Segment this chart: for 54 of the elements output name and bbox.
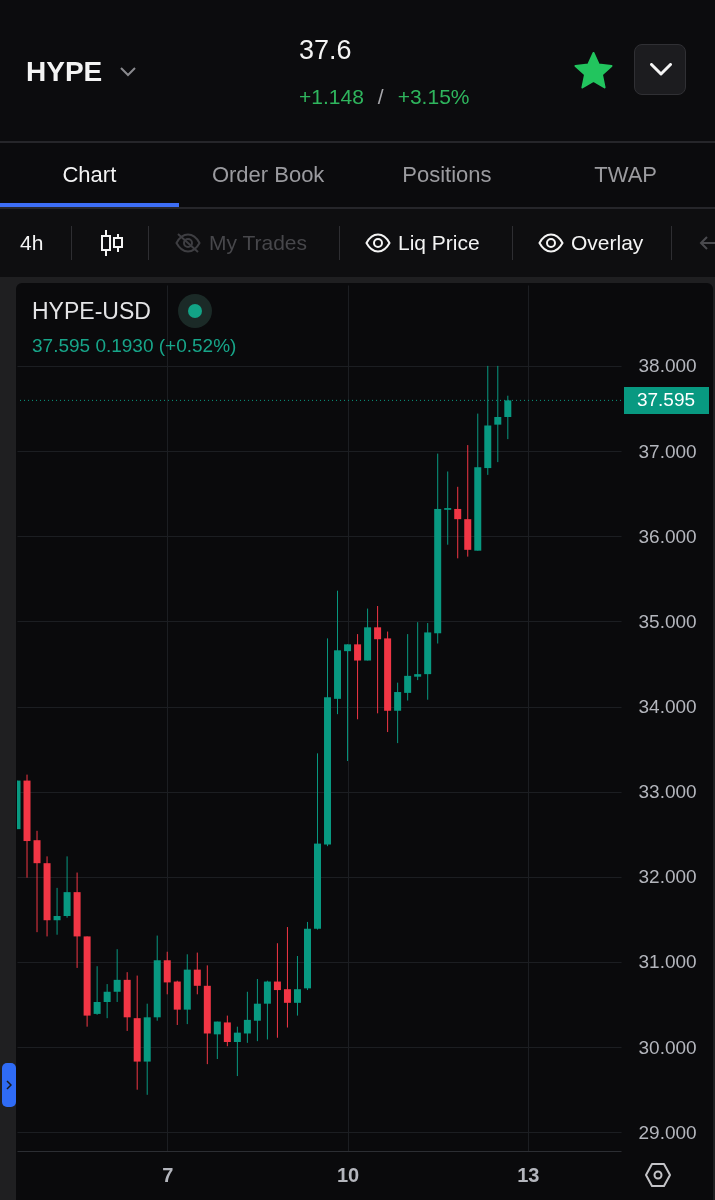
candlestick [193, 952, 201, 995]
text: My Trades [209, 230, 308, 256]
candlestick [263, 980, 271, 1040]
text: 37.595 0.1930 (+0.52%) [32, 334, 237, 358]
candlestick [33, 830, 41, 933]
candlestick [374, 605, 382, 714]
text: HYPE-USD [32, 297, 151, 325]
candlestick [63, 855, 71, 919]
text: Order Book [210, 162, 326, 188]
candlestick [444, 470, 452, 546]
candlestick [404, 633, 412, 702]
candlestick [233, 1026, 241, 1077]
text: HYPE [26, 55, 103, 89]
y-tick-label: 33.000 [638, 781, 697, 803]
candlestick [253, 978, 261, 1042]
text: Positions [401, 162, 493, 188]
candlestick [354, 633, 362, 720]
candlestick [223, 1015, 231, 1047]
y-tick-label: 34.000 [638, 696, 697, 717]
text: 37.6 [299, 33, 352, 67]
x-tick-label: 7 [162, 1163, 174, 1186]
x-tick-label: 10 [336, 1163, 360, 1186]
y-tick-label: 38.000 [638, 355, 697, 377]
candlestick [163, 951, 171, 995]
y-tick-label: 31.000 [638, 951, 697, 973]
text: +1.148 [299, 84, 364, 110]
text: / [377, 84, 384, 110]
candlestick [293, 955, 301, 1017]
y-tick-label: 30.000 [638, 1036, 697, 1058]
text: Overlay [571, 230, 644, 256]
y-tick-label: 37.000 [638, 440, 697, 462]
y-tick-label: 36.000 [638, 525, 697, 547]
candlestick [213, 1021, 221, 1060]
text: Chart [61, 162, 118, 188]
y-tick-label: 32.000 [638, 866, 697, 888]
candlestick [273, 942, 281, 1039]
text: +3.15% [397, 84, 470, 110]
text: Liq Price [398, 230, 480, 256]
candlestick [53, 887, 61, 936]
candlestick [113, 948, 121, 1003]
candlestick [394, 682, 402, 744]
candlestick [454, 486, 462, 559]
candlestick [93, 965, 101, 1016]
candlestick [344, 643, 352, 762]
y-tick-label: 29.000 [638, 1121, 697, 1143]
text: 4h [20, 230, 44, 256]
ref-line-label: 37.595 [636, 389, 696, 411]
x-tick-label: 13 [517, 1163, 540, 1186]
candlestick [283, 926, 291, 1029]
y-tick-label: 35.000 [638, 610, 697, 632]
candlestick [103, 983, 111, 1019]
candlestick [414, 621, 422, 681]
text: TWAP [593, 162, 658, 188]
candlestick [243, 991, 251, 1044]
